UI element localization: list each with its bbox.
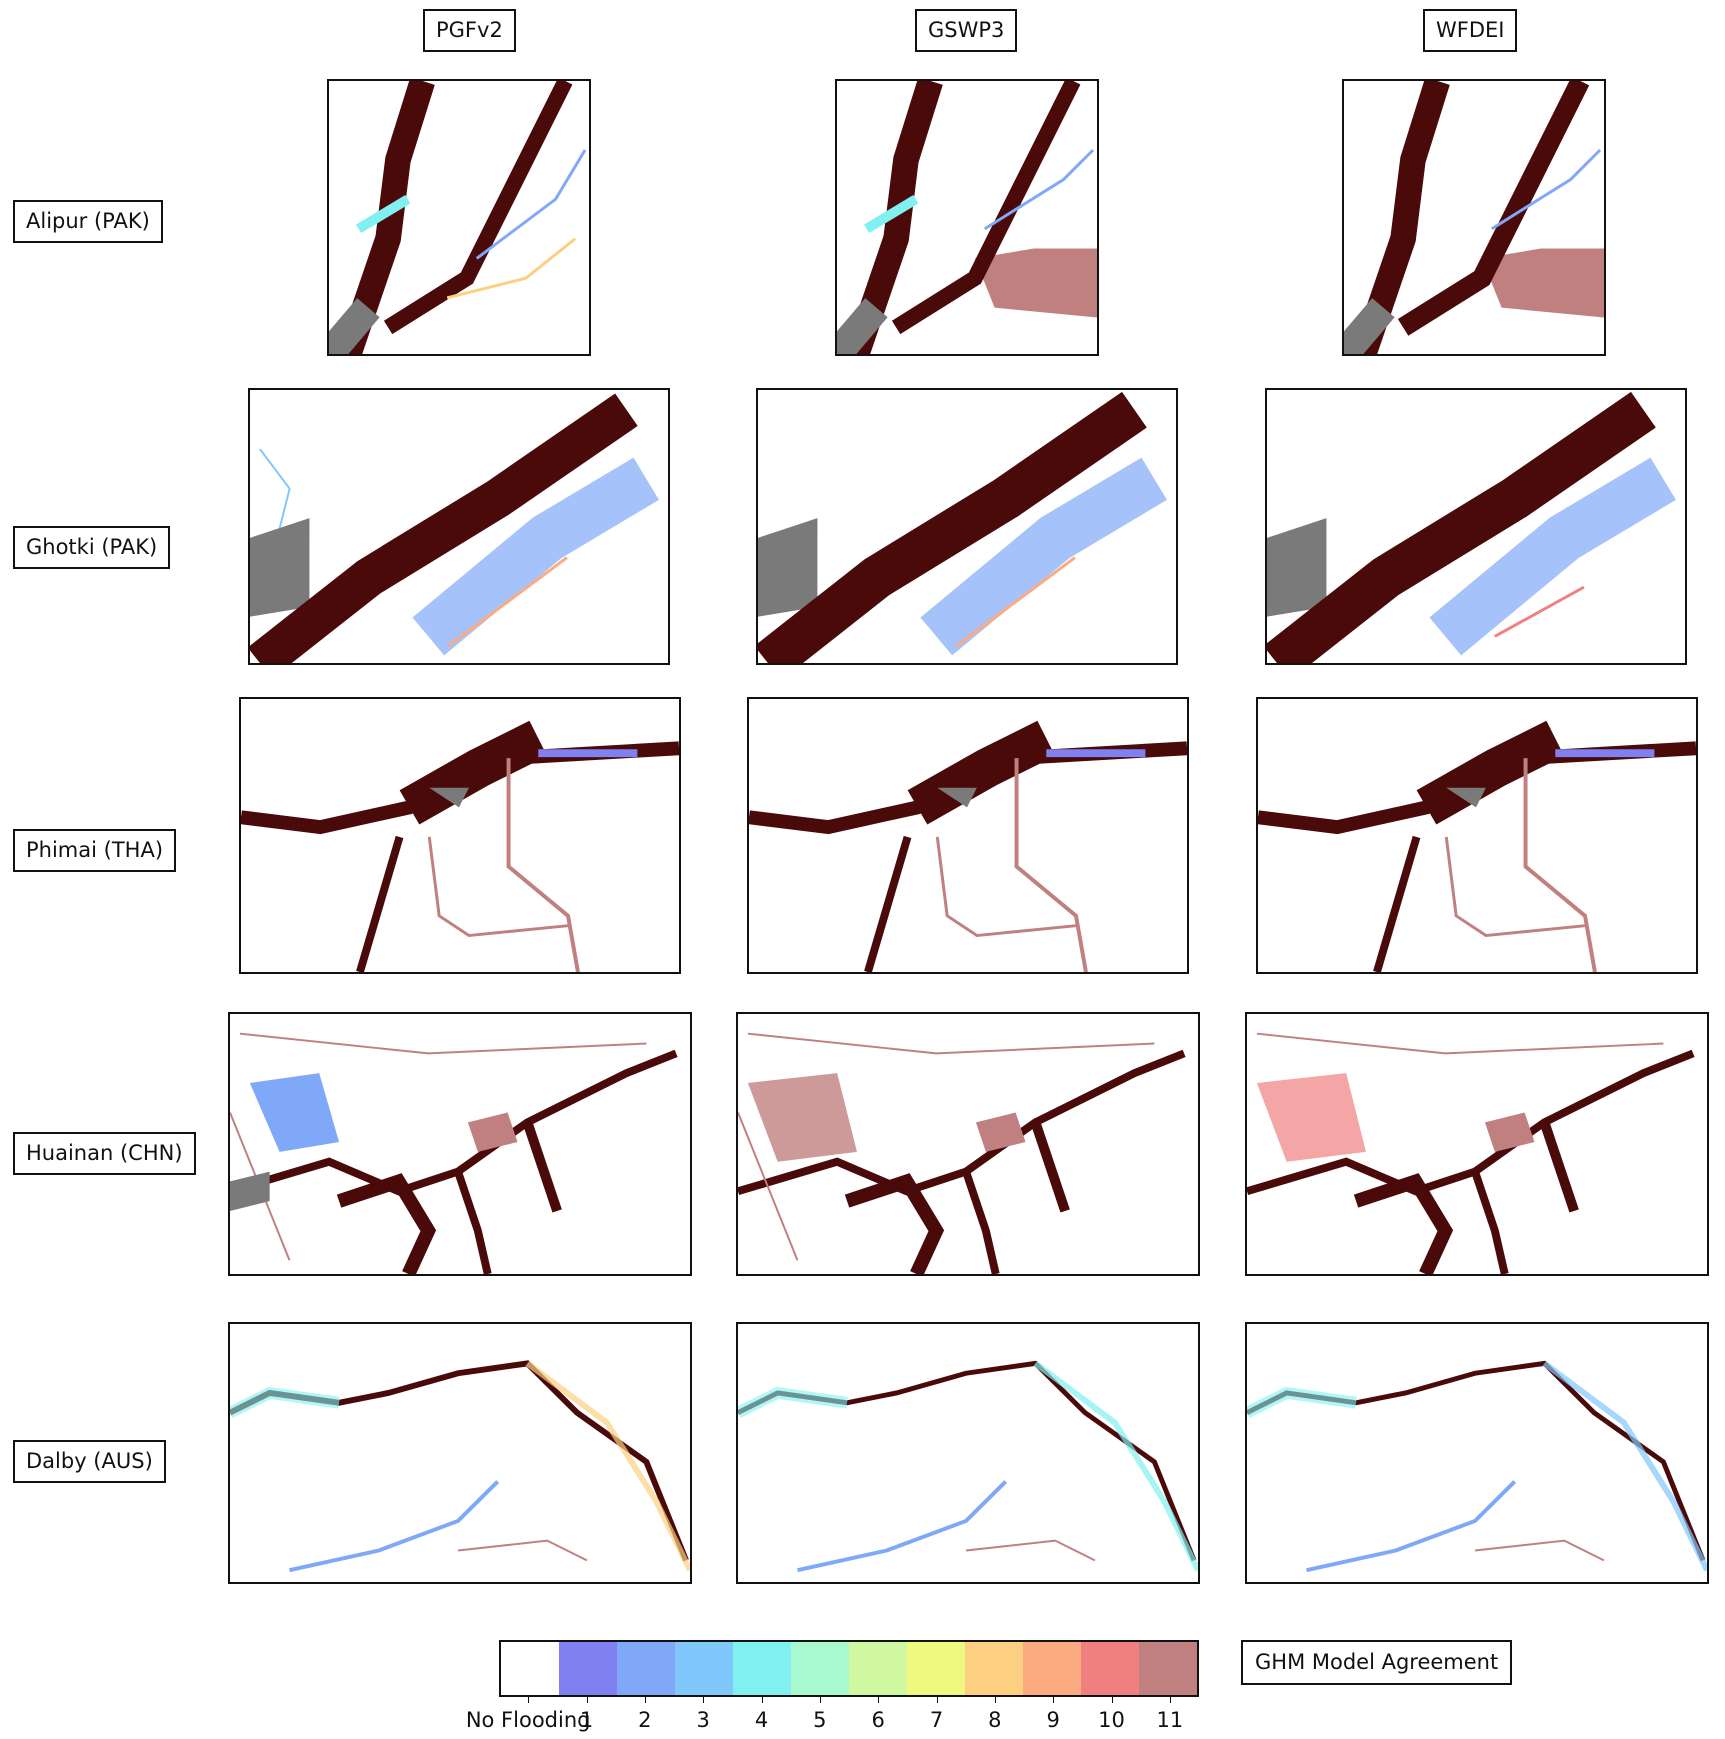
column-label-gswp3: GSWP3 [915,9,1018,52]
legend-tick-label: 1 [579,1708,594,1732]
column-label-wfdei: WFDEI [1423,9,1518,52]
map-huainan-pgfv2 [228,1012,692,1276]
row-label-alipur: Alipur (PAK) [13,200,163,243]
legend-swatch [907,1642,965,1695]
legend-tick-mark [1111,1697,1113,1703]
legend-tick-mark [1053,1697,1055,1703]
legend-swatch [675,1642,733,1695]
map-dalby-wfdei [1245,1322,1709,1584]
legend-tick-label: 9 [1046,1708,1060,1732]
legend-swatch [1139,1642,1197,1695]
legend-tick-label: 7 [929,1708,944,1732]
legend-tick-mark [936,1697,938,1703]
map-ghotki-pgfv2 [248,388,670,665]
legend-tick-label: 5 [813,1708,827,1732]
legend-tick-label: 11 [1156,1708,1184,1732]
row-label-huainan: Huainan (CHN) [13,1132,196,1175]
map-huainan-wfdei [1245,1012,1709,1276]
legend-tick-mark [1169,1697,1171,1703]
map-phimai-pgfv2 [239,697,681,974]
legend-swatch [733,1642,791,1695]
legend-swatch [559,1642,617,1695]
map-phimai-wfdei [1256,697,1698,974]
map-dalby-pgfv2 [228,1322,692,1584]
map-alipur-gswp3 [835,79,1099,356]
legend-tick-mark [528,1697,530,1703]
legend-tick-label: 2 [638,1708,652,1732]
legend-tick-mark [703,1697,705,1703]
legend-tick-mark [761,1697,763,1703]
legend-tick-mark [994,1697,996,1703]
legend-tick-label: 6 [871,1708,885,1732]
legend-tick-mark [644,1697,646,1703]
legend-swatch [791,1642,849,1695]
legend-swatch [1023,1642,1081,1695]
legend-swatch [617,1642,675,1695]
legend-tick-label: 4 [754,1708,769,1732]
row-label-phimai: Phimai (THA) [13,829,177,872]
legend-tick-label: 10 [1098,1708,1125,1732]
legend-tick-label: No Flooding [465,1708,591,1732]
legend-swatch [849,1642,907,1695]
legend-tick-label: 3 [696,1708,710,1732]
map-ghotki-gswp3 [756,388,1178,665]
legend-tick-label: 8 [988,1708,1002,1732]
map-huainan-gswp3 [736,1012,1200,1276]
legend-tick-mark [819,1697,821,1703]
map-phimai-gswp3 [747,697,1189,974]
legend-colorbar [499,1640,1199,1697]
legend-swatch [965,1642,1023,1695]
legend-title: GHM Model Agreement [1241,1640,1513,1685]
legend-swatch [501,1642,559,1695]
row-label-ghotki: Ghotki (PAK) [13,526,171,569]
row-label-dalby: Dalby (AUS) [13,1440,166,1483]
column-label-pgfv2: PGFv2 [423,9,516,52]
map-dalby-gswp3 [736,1322,1200,1584]
legend-swatch [1081,1642,1139,1695]
map-alipur-pgfv2 [327,79,591,356]
legend-tick-mark [878,1697,880,1703]
legend-tick-mark [586,1697,588,1703]
map-ghotki-wfdei [1265,388,1687,665]
map-alipur-wfdei [1342,79,1606,356]
